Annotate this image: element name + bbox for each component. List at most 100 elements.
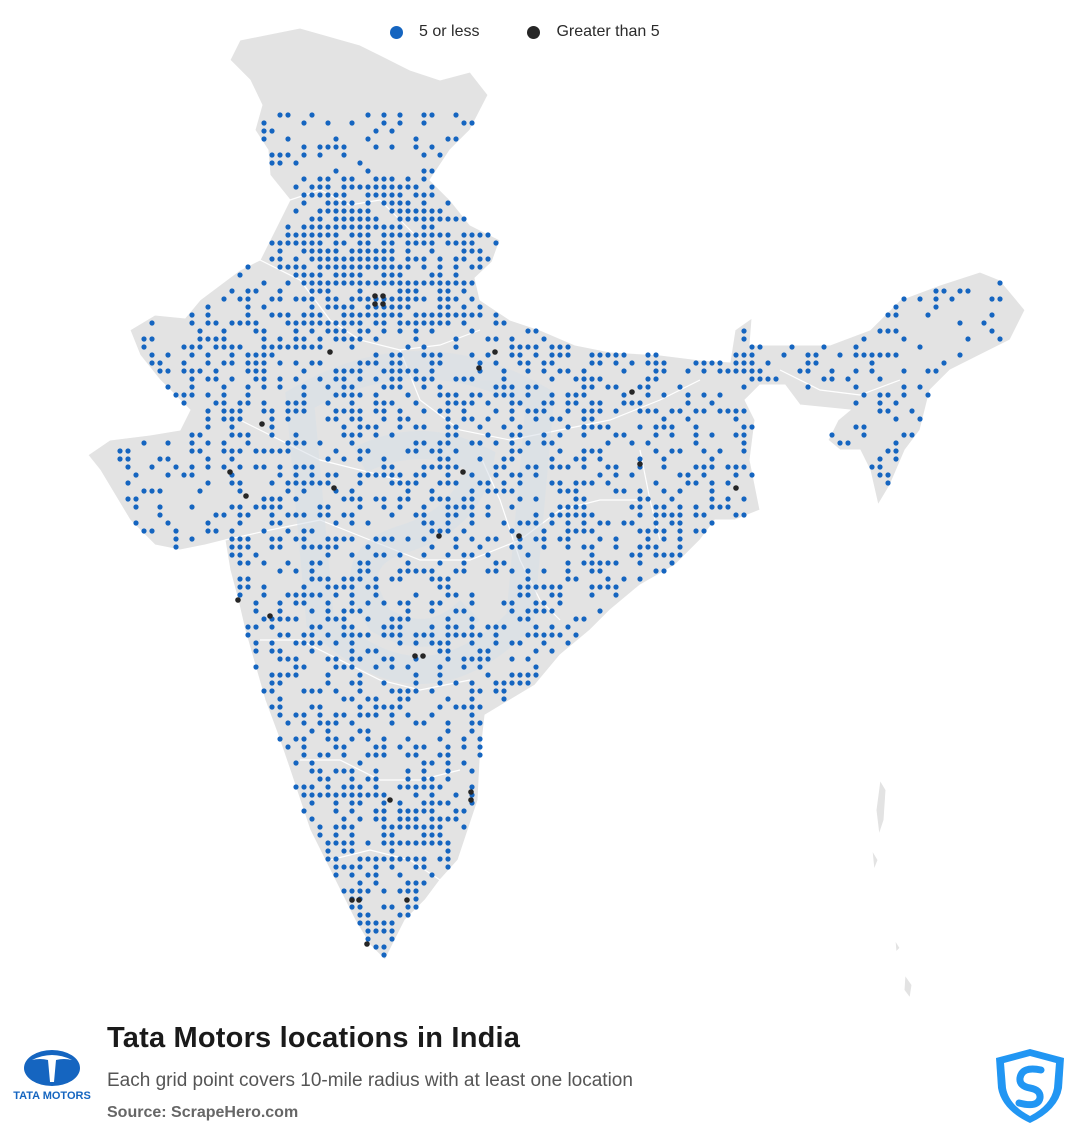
location-dot	[349, 384, 355, 390]
location-dot	[349, 432, 355, 438]
location-dot	[221, 328, 227, 334]
location-dot	[437, 664, 443, 670]
location-dot	[469, 640, 475, 646]
location-dot	[133, 520, 139, 526]
location-dot	[405, 264, 411, 270]
location-dot	[317, 544, 323, 550]
location-dot	[357, 656, 363, 662]
location-dot	[325, 736, 331, 742]
location-dot	[293, 328, 299, 334]
location-dot	[397, 688, 403, 694]
location-dot	[301, 296, 307, 302]
location-dot-dark	[356, 897, 362, 903]
location-dot	[709, 488, 715, 494]
location-dot	[517, 520, 523, 526]
location-dot	[317, 248, 323, 254]
location-dot	[157, 456, 163, 462]
location-dot	[389, 312, 395, 318]
location-dot	[389, 840, 395, 846]
location-dot	[549, 464, 555, 470]
location-dot	[677, 512, 683, 518]
location-dot	[469, 312, 475, 318]
location-dot	[365, 520, 371, 526]
location-dot	[221, 296, 227, 302]
location-dot	[421, 312, 427, 318]
location-dot	[701, 528, 707, 534]
location-dot-dark	[349, 897, 355, 903]
location-dot	[469, 120, 475, 126]
location-dot	[581, 512, 587, 518]
location-dot	[453, 336, 459, 342]
location-dot	[357, 296, 363, 302]
location-dot	[437, 320, 443, 326]
location-dot	[429, 112, 435, 118]
location-dot	[437, 496, 443, 502]
location-dot	[221, 360, 227, 366]
location-dot	[453, 808, 459, 814]
location-dot	[597, 424, 603, 430]
location-dot	[285, 656, 291, 662]
location-dot	[357, 576, 363, 582]
location-dot	[469, 400, 475, 406]
location-dot	[645, 544, 651, 550]
location-dot	[445, 752, 451, 758]
location-dot	[565, 544, 571, 550]
location-dot	[357, 368, 363, 374]
location-dot	[397, 568, 403, 574]
location-dot	[461, 288, 467, 294]
location-dot	[381, 800, 387, 806]
location-dot	[269, 704, 275, 710]
location-dot	[373, 424, 379, 430]
legend-label-greater-than-5: Greater than 5	[556, 23, 660, 40]
location-dot	[253, 368, 259, 374]
location-dot	[373, 792, 379, 798]
location-dot	[517, 616, 523, 622]
location-dot	[445, 848, 451, 854]
location-dot	[365, 200, 371, 206]
location-dot	[573, 456, 579, 462]
location-dot	[421, 344, 427, 350]
location-dot	[565, 640, 571, 646]
location-dot	[469, 720, 475, 726]
location-dot	[381, 320, 387, 326]
location-dot	[781, 352, 787, 358]
location-dot	[581, 432, 587, 438]
location-dot	[293, 432, 299, 438]
location-dot	[429, 168, 435, 174]
location-dot	[333, 472, 339, 478]
location-dot	[557, 368, 563, 374]
location-dot	[381, 280, 387, 286]
location-dot	[509, 384, 515, 390]
location-dot	[421, 320, 427, 326]
location-dot	[693, 512, 699, 518]
location-dot	[477, 392, 483, 398]
location-dot	[277, 536, 283, 542]
location-dot	[669, 448, 675, 454]
location-dot	[213, 376, 219, 382]
location-dot	[357, 424, 363, 430]
location-dot	[869, 464, 875, 470]
location-dot	[429, 208, 435, 214]
location-dot	[269, 152, 275, 158]
location-dot	[581, 480, 587, 486]
location-dot	[437, 208, 443, 214]
location-dot	[381, 232, 387, 238]
location-dot	[629, 520, 635, 526]
location-dot	[333, 136, 339, 142]
location-dot	[405, 416, 411, 422]
location-dot	[429, 232, 435, 238]
location-dot	[453, 792, 459, 798]
location-dot	[421, 352, 427, 358]
location-dot	[293, 344, 299, 350]
location-dot	[413, 216, 419, 222]
location-dot	[301, 464, 307, 470]
location-dot	[357, 232, 363, 238]
location-dot	[493, 336, 499, 342]
location-dot	[245, 544, 251, 550]
location-dot	[741, 512, 747, 518]
location-dot	[365, 280, 371, 286]
location-dot	[269, 240, 275, 246]
location-dot	[893, 440, 899, 446]
location-dot	[381, 224, 387, 230]
location-dot	[165, 352, 171, 358]
